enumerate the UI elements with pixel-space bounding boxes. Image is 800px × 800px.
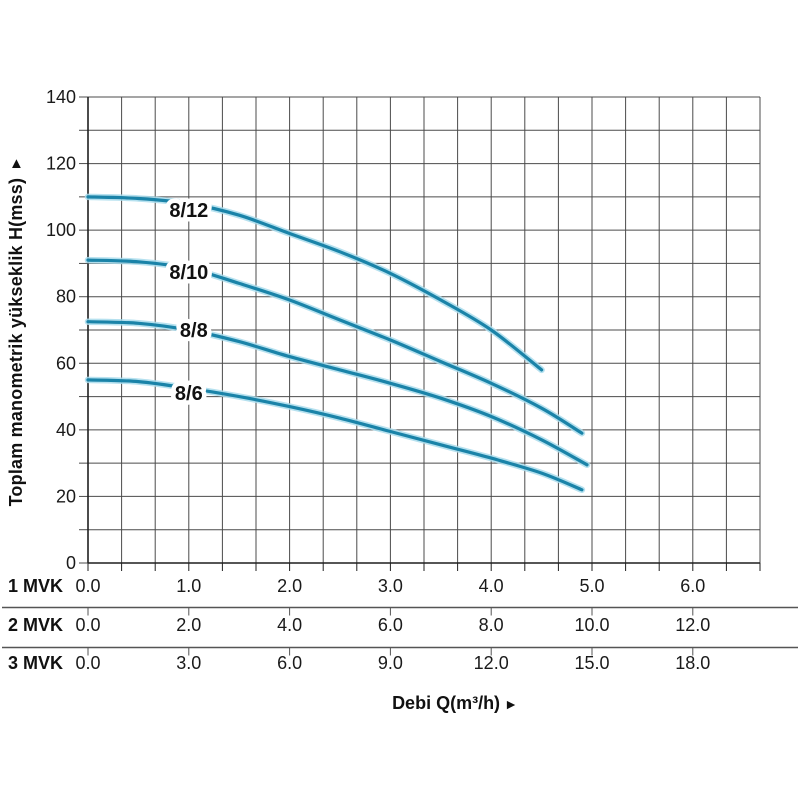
- x-tick-label: 15.0: [574, 653, 609, 673]
- y-tick-label: 60: [56, 353, 76, 373]
- scale-row-label-2mvk: 2 MVK: [8, 615, 64, 635]
- x-tick-label: 18.0: [675, 653, 710, 673]
- y-tick-label: 40: [56, 420, 76, 440]
- curve-label-8-12: 8/12: [169, 200, 208, 222]
- x-axis-title: Debi Q(m³/h) ►: [110, 693, 800, 714]
- y-tick-label: 80: [56, 287, 76, 307]
- curve-8-10: [86, 258, 584, 435]
- y-tick-label: 0: [66, 553, 76, 573]
- x-tick-label: 4.0: [277, 615, 302, 635]
- right-arrow-icon: ►: [504, 696, 518, 712]
- x-tick-label: 5.0: [579, 576, 604, 596]
- x-tick-label: 6.0: [277, 653, 302, 673]
- x-tick-label: 0.0: [75, 615, 100, 635]
- x-tick-label: 1.0: [176, 576, 201, 596]
- curve-8-6: [86, 378, 584, 492]
- scale-row-label-1mvk: 1 MVK: [8, 576, 64, 596]
- y-tick-label: 140: [46, 87, 76, 107]
- scale-row-label-3mvk: 3 MVK: [8, 653, 64, 673]
- curve-label-8-10: 8/10: [169, 262, 208, 284]
- curve-halo-8-12: [84, 193, 545, 374]
- curve-label-8-6: 8/6: [175, 383, 203, 405]
- x-tick-label: 12.0: [474, 653, 509, 673]
- x-axis-title-text: Debi Q(m³/h): [392, 693, 501, 713]
- y-axis-title: Toplam manometrik yükseklik H(mss) ▲: [6, 81, 34, 581]
- x-tick-label: 6.0: [378, 615, 403, 635]
- x-tick-label: 3.0: [176, 653, 201, 673]
- y-tick-label: 20: [56, 486, 76, 506]
- x-tick-label: 6.0: [680, 576, 705, 596]
- curve-8-12: [86, 195, 544, 372]
- x-tick-label: 2.0: [176, 615, 201, 635]
- x-tick-label: 4.0: [479, 576, 504, 596]
- x-tick-label: 0.0: [75, 653, 100, 673]
- y-tick-label: 100: [46, 220, 76, 240]
- x-tick-label: 12.0: [675, 615, 710, 635]
- up-arrow-icon: ▲: [8, 154, 25, 172]
- x-tick-label: 0.0: [75, 576, 100, 596]
- curve-8-8: [86, 320, 589, 467]
- x-tick-label: 8.0: [479, 615, 504, 635]
- y-axis-title-text: Toplam manometrik yükseklik H(mss): [6, 177, 26, 507]
- x-tick-label: 9.0: [378, 653, 403, 673]
- y-tick-label: 120: [46, 154, 76, 174]
- curve-halo-8-10: [84, 256, 586, 437]
- x-tick-label: 10.0: [574, 615, 609, 635]
- curve-label-8-8: 8/8: [180, 320, 208, 342]
- x-tick-label: 2.0: [277, 576, 302, 596]
- x-tick-label: 3.0: [378, 576, 403, 596]
